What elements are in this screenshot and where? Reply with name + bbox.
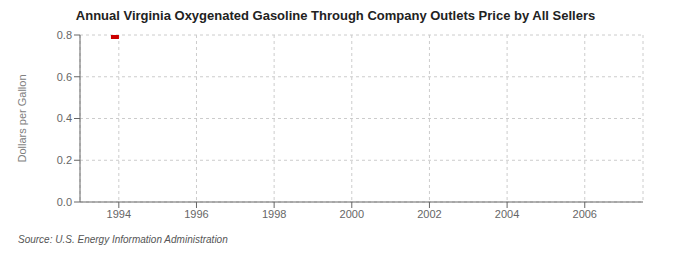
svg-text:1998: 1998 [262, 208, 286, 220]
svg-text:1996: 1996 [184, 208, 208, 220]
svg-text:0.2: 0.2 [57, 154, 72, 166]
svg-text:0.8: 0.8 [57, 29, 72, 41]
svg-text:2006: 2006 [573, 208, 597, 220]
html-text:Annual Virginia Oxygenated Gas: Annual Virginia Oxygenated Gasoline Thro… [75, 8, 596, 23]
html-text:Source: U.S. Energy Informatio: Source: U.S. Energy Information Administ… [18, 234, 228, 245]
svg-text:2004: 2004 [495, 208, 519, 220]
svg-text:0.6: 0.6 [57, 71, 72, 83]
svg-text:Dollars per Gallon: Dollars per Gallon [16, 74, 28, 162]
svg-text:0.4: 0.4 [57, 112, 72, 124]
svg-text:2002: 2002 [417, 208, 441, 220]
svg-text:1994: 1994 [107, 208, 131, 220]
svg-text:0.0: 0.0 [57, 196, 72, 208]
svg-text:2000: 2000 [340, 208, 364, 220]
